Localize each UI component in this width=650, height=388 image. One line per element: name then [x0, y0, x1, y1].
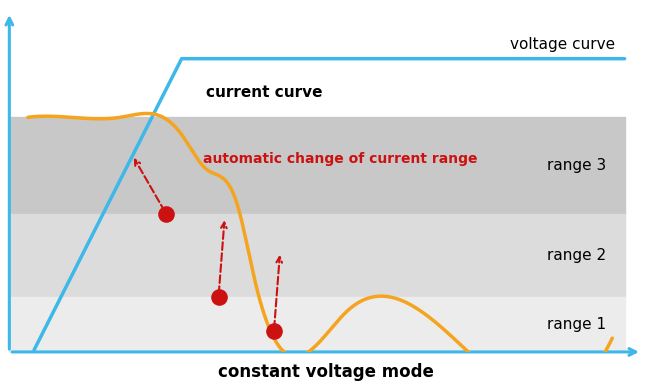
X-axis label: constant voltage mode: constant voltage mode [218, 363, 434, 381]
Text: voltage curve: voltage curve [510, 37, 616, 52]
Point [268, 328, 279, 334]
Text: range 2: range 2 [547, 248, 606, 263]
Point [161, 211, 172, 217]
Text: automatic change of current range: automatic change of current range [203, 152, 478, 166]
Point [213, 294, 224, 300]
Text: range 3: range 3 [547, 158, 606, 173]
Text: range 1: range 1 [547, 317, 606, 332]
Text: current curve: current curve [206, 85, 323, 100]
